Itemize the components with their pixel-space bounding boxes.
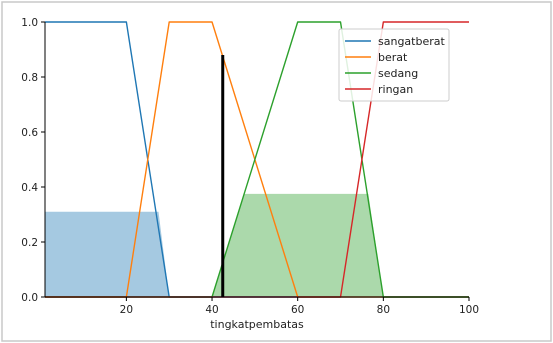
filled-region-sedang <box>212 193 384 297</box>
legend-label-sedang: sedang <box>378 67 418 80</box>
y-tick-label: 0.6 <box>21 127 38 139</box>
x-tick-label: 60 <box>291 304 304 316</box>
legend-label-ringan: ringan <box>378 83 413 96</box>
y-tick-label: 0.8 <box>21 72 38 84</box>
x-tick-label: 40 <box>205 304 218 316</box>
y-tick-label: 1.0 <box>21 17 38 29</box>
y-tick-label: 0.2 <box>21 237 38 249</box>
legend-label-berat: berat <box>378 51 408 64</box>
x-axis-label: tingkatpembatas <box>210 318 304 331</box>
legend-box <box>338 28 450 102</box>
x-tick-label: 20 <box>120 304 133 316</box>
legend-label-sangatberat: sangatberat <box>378 35 445 48</box>
y-tick-label: 0.0 <box>21 292 38 304</box>
x-tick-label: 100 <box>459 304 479 316</box>
y-tick-label: 0.4 <box>21 182 38 194</box>
filled-region-sangatberat <box>45 211 170 297</box>
x-tick-label: 80 <box>377 304 390 316</box>
